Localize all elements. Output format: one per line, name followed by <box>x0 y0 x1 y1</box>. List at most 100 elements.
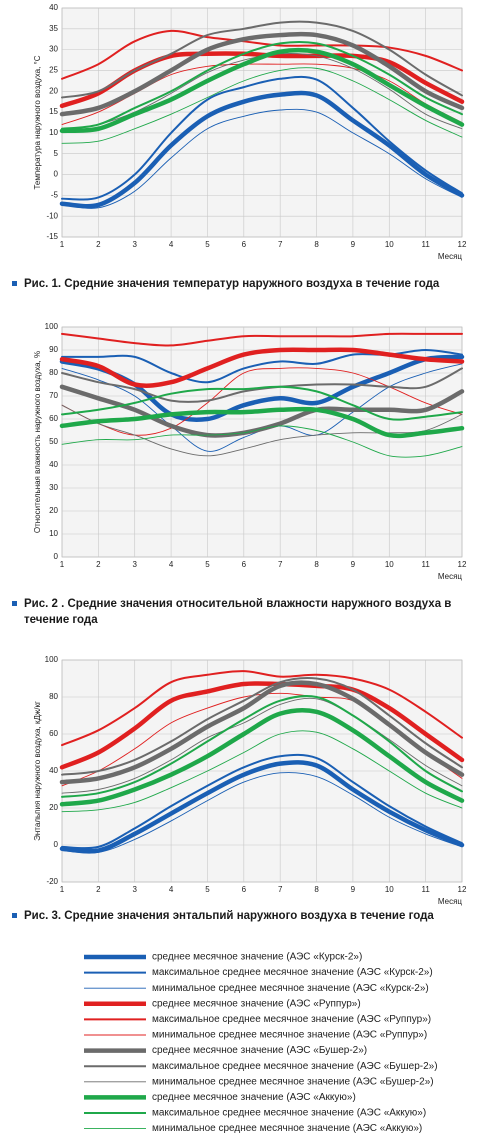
x-tick-label: 2 <box>96 240 101 249</box>
y-axis-label: Температура наружного воздуха, °С <box>33 55 42 189</box>
series-line <box>61 670 463 747</box>
x-tick-label: 4 <box>169 885 174 894</box>
x-tick-label: 1 <box>60 240 65 249</box>
series-line <box>59 406 465 439</box>
x-tick-label: 4 <box>169 560 174 569</box>
x-tick-label: 5 <box>205 885 210 894</box>
series-line <box>61 697 463 794</box>
legend-entry: минимальное среднее месячное значение (А… <box>152 983 429 994</box>
x-tick-label: 9 <box>351 885 356 894</box>
x-tick-label: 8 <box>314 240 319 249</box>
x-tick-label: 1 <box>60 560 65 569</box>
plot-area <box>61 7 463 238</box>
series-line <box>61 332 463 347</box>
x-tick-label: 3 <box>133 240 138 249</box>
series-line <box>61 695 463 798</box>
y-tick-label: 20 <box>49 86 58 95</box>
x-tick-label: 6 <box>242 240 247 249</box>
y-tick-label: 60 <box>49 414 58 423</box>
series-line <box>61 753 463 850</box>
y-tick-label: -5 <box>51 190 59 199</box>
y-tick-label: 60 <box>49 729 58 738</box>
y-tick-label: 0 <box>54 552 59 561</box>
x-tick-label: 12 <box>458 885 467 894</box>
legend-entry: максимальное среднее месячное значение (… <box>152 1014 431 1025</box>
series-line <box>61 425 463 458</box>
y-tick-label: 20 <box>49 506 58 515</box>
y-tick-label: 0 <box>54 170 59 179</box>
y-tick-label: 40 <box>49 460 58 469</box>
y-tick-label: 30 <box>49 483 58 492</box>
series-line <box>61 20 463 99</box>
y-tick-label: 90 <box>49 345 58 354</box>
x-tick-label: 7 <box>278 240 283 249</box>
series-line <box>61 67 463 144</box>
legend-entry: минимальное среднее месячное значение (А… <box>152 1030 427 1041</box>
series-line <box>61 367 463 436</box>
y-tick-label: 10 <box>49 128 58 137</box>
legend-entry: минимальное среднее месячное значение (А… <box>152 1123 422 1134</box>
x-tick-label: 6 <box>242 560 247 569</box>
series-line <box>61 404 463 457</box>
y-tick-label: 40 <box>49 766 58 775</box>
y-tick-label: -20 <box>46 877 58 886</box>
y-tick-label: 80 <box>49 368 58 377</box>
x-tick-label: 4 <box>169 240 174 249</box>
x-tick-label: 8 <box>314 885 319 894</box>
series-line <box>61 40 463 130</box>
series-line <box>59 707 465 807</box>
x-tick-label: 7 <box>278 885 283 894</box>
legend-entry: среднее месячное значение (АЭС «Руппур») <box>152 998 361 1009</box>
series-line <box>61 385 463 421</box>
x-tick-label: 8 <box>314 560 319 569</box>
legend-entry: максимальное среднее месячное значение (… <box>152 967 433 978</box>
x-tick-label: 11 <box>421 240 430 249</box>
y-tick-label: 20 <box>49 803 58 812</box>
series-line <box>61 108 463 209</box>
figure-caption: Рис. 1. Средние значения температур нару… <box>12 276 484 292</box>
legend-entry: среднее месячное значение (АЭС «Курск-2»… <box>152 952 362 963</box>
y-tick-label: 100 <box>45 655 59 664</box>
y-tick-label: 70 <box>49 391 58 400</box>
y-axis-label: Относительная влажность наружного воздух… <box>33 351 42 533</box>
x-tick-label: 11 <box>421 560 430 569</box>
legend-entry: максимальное среднее месячное значение (… <box>152 1108 426 1119</box>
y-tick-label: 80 <box>49 692 58 701</box>
x-tick-label: 12 <box>458 240 467 249</box>
x-tick-label: 3 <box>133 885 138 894</box>
x-tick-label: 10 <box>385 885 394 894</box>
y-tick-label: 5 <box>54 149 59 158</box>
figure-caption: Рис. 3. Средние значения энтальпий наруж… <box>12 908 484 924</box>
x-tick-label: 10 <box>385 560 394 569</box>
series-line <box>59 347 465 388</box>
x-tick-label: 7 <box>278 560 283 569</box>
y-tick-label: -10 <box>46 211 58 220</box>
series-line <box>61 677 463 776</box>
x-axis-label: Месяц <box>438 252 463 261</box>
series-line <box>59 47 465 134</box>
series-line <box>59 90 465 209</box>
series-line <box>61 730 463 813</box>
series-line <box>61 772 463 854</box>
series-line <box>59 31 465 117</box>
y-tick-label: -15 <box>46 232 58 241</box>
x-tick-label: 12 <box>458 560 467 569</box>
y-tick-label: 10 <box>49 529 58 538</box>
legend-entry: среднее месячное значение (АЭС «Бушер-2»… <box>152 1045 367 1056</box>
x-tick-label: 2 <box>96 885 101 894</box>
y-tick-label: 50 <box>49 437 58 446</box>
y-tick-label: 100 <box>45 322 59 331</box>
series-line <box>59 681 465 770</box>
x-tick-label: 1 <box>60 885 65 894</box>
x-tick-label: 2 <box>96 560 101 569</box>
y-tick-label: 35 <box>49 24 58 33</box>
x-tick-label: 6 <box>242 885 247 894</box>
x-tick-label: 9 <box>351 560 356 569</box>
series-line <box>61 75 463 201</box>
series-line <box>59 760 465 854</box>
figure-caption: Рис. 2 . Средние значения относительной … <box>12 596 484 628</box>
y-tick-label: 15 <box>49 107 58 116</box>
y-tick-label: 25 <box>49 66 58 75</box>
